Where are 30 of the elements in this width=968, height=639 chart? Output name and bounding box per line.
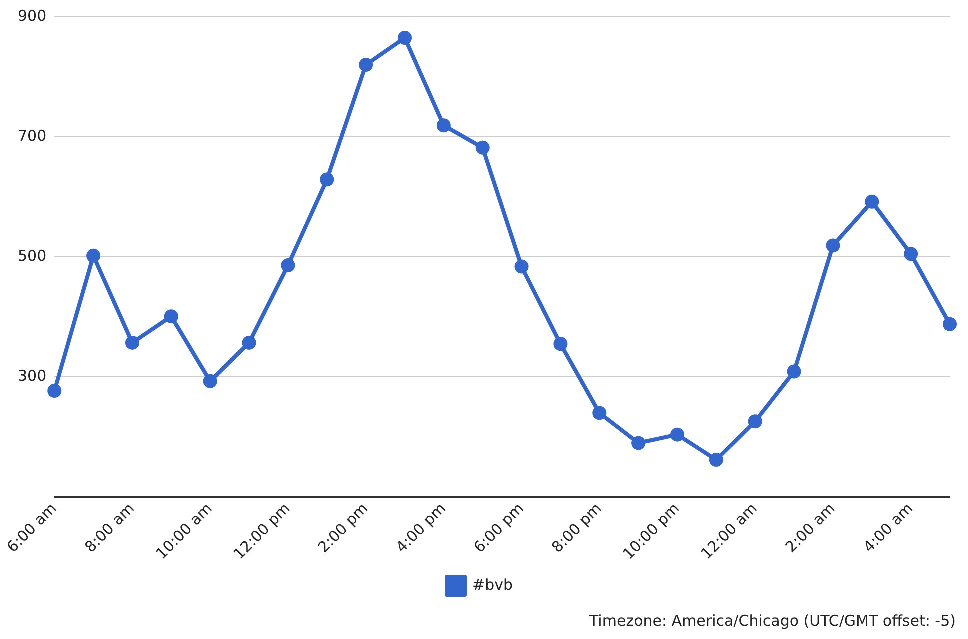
legend-label: #bvb (472, 576, 514, 594)
point (398, 31, 412, 46)
point (904, 247, 918, 262)
point (86, 248, 101, 263)
point (709, 453, 724, 468)
point (943, 317, 957, 332)
point (359, 58, 374, 72)
point (203, 374, 218, 388)
point (320, 172, 334, 187)
point (826, 238, 840, 253)
point (242, 336, 256, 350)
y-tick-label: 900 (18, 6, 47, 25)
point (514, 260, 529, 274)
point (48, 384, 62, 398)
y-tick-label: 500 (18, 247, 47, 266)
point (125, 336, 140, 350)
point (670, 428, 684, 442)
point (164, 310, 178, 324)
text: Timezone: America/Chicago (UTC/GMT offset: -5) (589, 612, 956, 630)
point (787, 364, 802, 379)
y-tick-label: 700 (18, 126, 47, 145)
point (748, 414, 762, 429)
point (632, 436, 646, 450)
point (554, 337, 568, 352)
point (476, 140, 490, 155)
point (865, 194, 880, 209)
point (436, 118, 451, 133)
point (592, 406, 607, 420)
point (281, 258, 296, 273)
y-tick-label: 300 (18, 367, 47, 386)
